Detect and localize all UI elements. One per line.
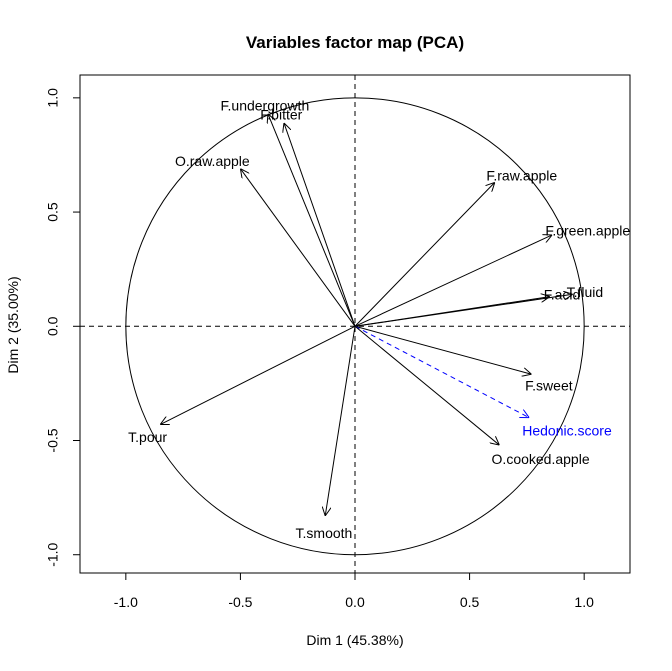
x-tick-label: 0.0 (345, 594, 365, 610)
label-f-green-apple: F.green.apple (545, 223, 630, 239)
arrow-f-undergrowth (268, 114, 356, 327)
label-f-sweet: F.sweet (525, 377, 573, 393)
y-axis-label: Dim 2 (35.00%) (5, 276, 21, 373)
x-tick-label: -1.0 (114, 594, 138, 610)
y-tick-label: 0.5 (45, 202, 61, 222)
arrow-f-raw-apple (354, 182, 495, 327)
y-tick-label: -0.5 (45, 428, 61, 452)
x-tick-label: 1.0 (574, 594, 594, 610)
arrow-t-fluid (354, 294, 573, 327)
arrow-o-raw-apple (240, 169, 356, 327)
label-f-raw-apple: F.raw.apple (486, 168, 557, 184)
label-o-cooked-apple: O.cooked.apple (492, 451, 590, 467)
y-tick-label: 1.0 (45, 88, 61, 108)
label-t-smooth: T.smooth (296, 525, 353, 541)
x-axis-label: Dim 1 (45.38%) (306, 632, 403, 648)
label-t-fluid: T.fluid (567, 284, 604, 300)
label-o-raw-apple: O.raw.apple (175, 153, 250, 169)
label-f-undergrowth: F.undergrowth (221, 97, 310, 113)
chart-title: Variables factor map (PCA) (246, 33, 464, 52)
label-hedonic-score: Hedonic.score (522, 422, 612, 438)
y-tick-label: -1.0 (45, 542, 61, 566)
arrow-o-cooked-apple (354, 325, 499, 445)
x-tick-label: -0.5 (228, 594, 252, 610)
label-t-pour: T.pour (128, 429, 167, 445)
arrow-hedonic-score (354, 325, 529, 417)
arrow-f-bitter (284, 123, 356, 327)
arrow-t-pour (160, 325, 356, 424)
x-tick-label: 0.5 (460, 594, 480, 610)
y-tick-label: 0.0 (45, 316, 61, 336)
arrow-f-sweet (354, 325, 531, 374)
label-f-bitter: F.bitter (260, 106, 302, 122)
arrow-t-smooth (325, 326, 356, 516)
arrow-f-green-apple (354, 235, 552, 327)
